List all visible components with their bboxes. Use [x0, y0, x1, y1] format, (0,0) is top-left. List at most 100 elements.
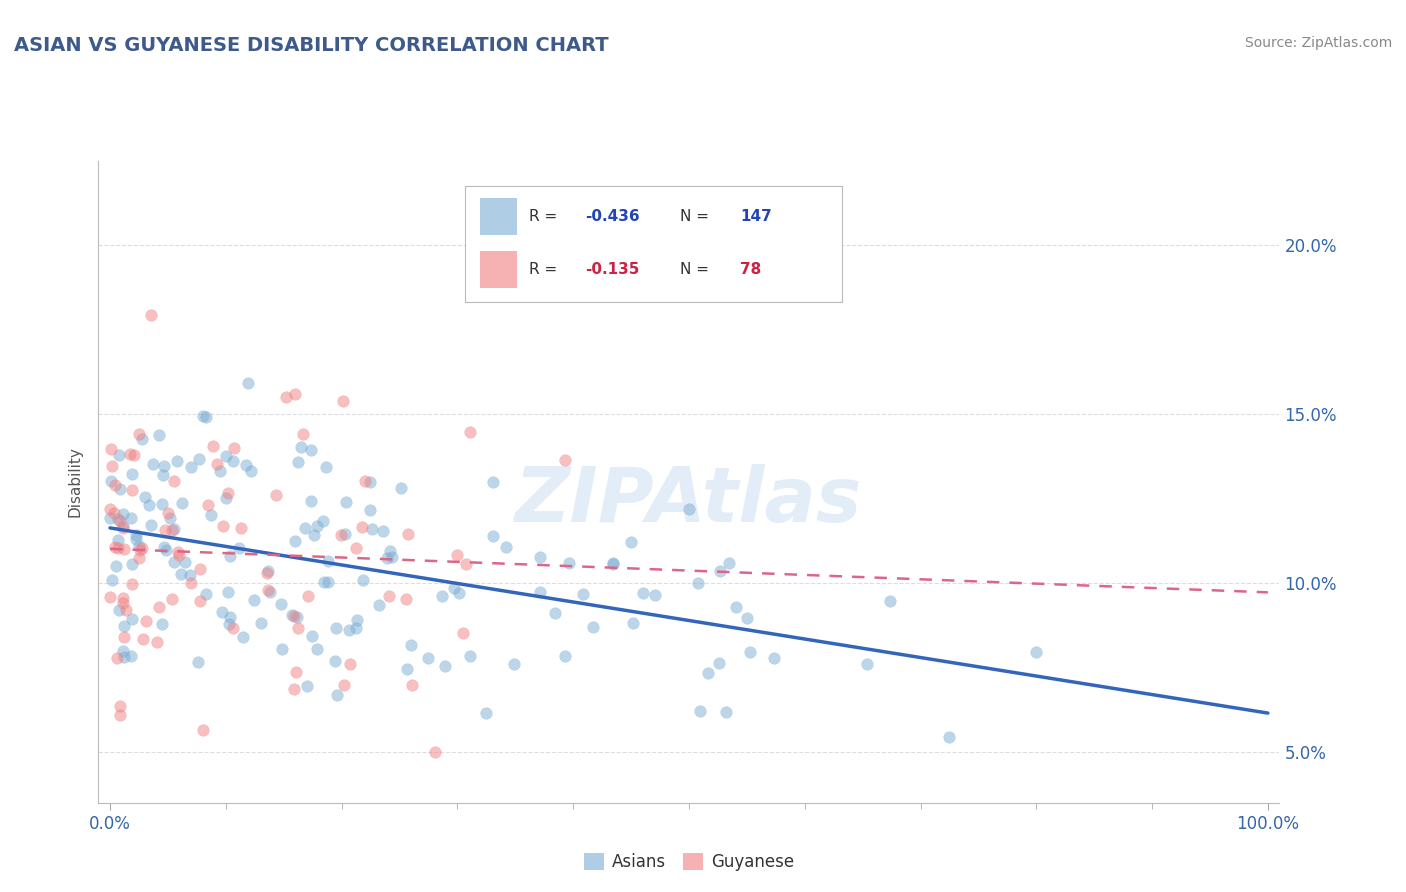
Text: -0.135: -0.135 — [585, 262, 640, 277]
Point — [139, 308, 162, 322]
Point — [378, 589, 401, 603]
Point — [139, 517, 162, 532]
Legend: Asians, Guyanese: Asians, Guyanese — [576, 847, 801, 878]
Point — [108, 603, 131, 617]
Point — [128, 550, 150, 565]
Point — [395, 662, 418, 676]
Point — [449, 586, 471, 600]
Point — [696, 666, 718, 681]
Point — [197, 499, 219, 513]
Point — [554, 453, 576, 467]
Text: R =: R = — [529, 262, 557, 277]
Point — [218, 617, 240, 632]
Point — [107, 512, 129, 526]
Y-axis label: Disability: Disability — [67, 446, 83, 517]
Point — [350, 520, 373, 534]
Point — [430, 590, 453, 604]
Point — [121, 467, 143, 481]
Point — [170, 567, 193, 582]
Point — [297, 589, 319, 603]
Point — [135, 614, 157, 628]
Point — [301, 442, 323, 457]
Point — [359, 475, 381, 489]
Point — [200, 508, 222, 523]
Point — [724, 600, 747, 615]
Point — [103, 506, 125, 520]
Point — [155, 543, 177, 558]
Text: R =: R = — [529, 209, 557, 224]
Point — [105, 651, 128, 665]
Point — [337, 623, 360, 637]
Point — [142, 457, 165, 471]
Point — [138, 498, 160, 512]
Point — [443, 581, 465, 595]
Point — [290, 440, 312, 454]
Point — [425, 745, 447, 759]
Text: 147: 147 — [741, 209, 772, 224]
Point — [312, 574, 335, 589]
Point — [256, 583, 278, 598]
Point — [125, 532, 148, 546]
Point — [339, 657, 361, 671]
Point — [446, 548, 468, 562]
Point — [879, 593, 901, 607]
Point — [111, 591, 134, 606]
Point — [299, 493, 322, 508]
Point — [709, 656, 731, 670]
Point — [375, 550, 398, 565]
Point — [285, 610, 308, 624]
Point — [243, 592, 266, 607]
Point — [717, 556, 740, 570]
Point — [284, 534, 307, 549]
Point — [399, 638, 422, 652]
Point — [274, 390, 297, 404]
Point — [107, 533, 129, 548]
Point — [194, 410, 217, 425]
Point — [101, 573, 124, 587]
Point — [191, 723, 214, 737]
Point — [529, 549, 551, 564]
Point — [283, 608, 305, 623]
Point — [111, 507, 134, 521]
Point — [152, 468, 174, 483]
Point — [554, 649, 576, 664]
Point — [332, 394, 354, 409]
Point — [401, 678, 423, 692]
Text: ZIPAtlas: ZIPAtlas — [515, 464, 863, 538]
Point — [111, 643, 134, 657]
Point — [209, 464, 232, 478]
Point — [100, 442, 122, 457]
Point — [453, 626, 475, 640]
Point — [145, 635, 167, 649]
Point — [101, 458, 124, 473]
Point — [100, 474, 122, 488]
Point — [716, 705, 738, 719]
Point — [359, 503, 381, 517]
Point — [1025, 645, 1047, 659]
Point — [735, 610, 758, 624]
Point — [367, 598, 389, 612]
Point — [502, 657, 524, 671]
Point — [160, 592, 183, 607]
Point — [159, 511, 181, 525]
Point — [112, 541, 135, 556]
Point — [195, 587, 218, 601]
Point — [219, 549, 242, 563]
Point — [285, 665, 308, 680]
Point — [281, 608, 304, 623]
Point — [153, 540, 176, 554]
Point — [215, 450, 238, 464]
Point — [188, 594, 211, 608]
Point — [218, 610, 240, 624]
Point — [222, 441, 245, 455]
Point — [495, 541, 517, 555]
Point — [371, 524, 394, 539]
Point — [381, 549, 404, 564]
Point — [201, 439, 224, 453]
Point — [325, 654, 347, 668]
Point — [270, 642, 292, 657]
Point — [112, 619, 135, 633]
Point — [305, 519, 328, 533]
Point — [104, 559, 127, 574]
Text: 78: 78 — [741, 262, 762, 277]
